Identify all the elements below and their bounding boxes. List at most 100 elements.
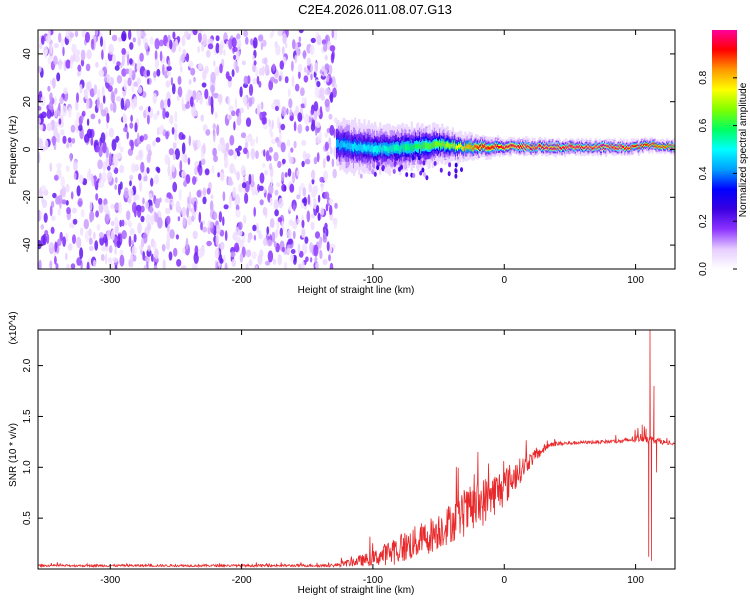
noise-cell [48,243,54,249]
noise-cell [251,251,257,260]
noise-cell [62,46,65,57]
snr-x-tick-label: -100 [363,575,383,586]
noise-cell [177,75,182,85]
noise-cell [324,222,328,230]
noise-cell [116,75,123,84]
noise-cell [211,85,214,98]
noise-cell [306,69,311,76]
noise-cell [85,31,90,43]
noise-cell [156,110,160,116]
noise-cell [60,38,64,48]
noise-cell [284,172,288,178]
noise-cell [119,219,123,228]
noise-cell [152,240,157,250]
noise-cell [71,137,76,144]
noise-cell [199,94,203,105]
noise-cell [111,139,117,151]
noise-cell [48,101,54,111]
noise-cell [90,113,96,120]
noise-cell [41,111,47,119]
noise-cell [243,75,248,85]
noise-cell [173,247,178,257]
noise-cell [298,71,301,80]
noise-cell [206,187,211,195]
noise-cell [322,258,328,266]
track-cell [594,145,597,148]
track-scatter [376,165,380,171]
noise-cell [165,131,169,140]
noise-cell [152,92,157,104]
noise-cell [289,156,294,165]
noise-cell [270,138,276,144]
noise-cell [70,263,76,269]
noise-cell [79,227,84,236]
noise-cell [196,140,201,149]
noise-cell [133,96,137,107]
noise-cell [164,197,170,203]
noise-cell [268,119,272,127]
noise-cell [53,174,59,181]
spectrogram-y-tick-label: 20 [22,96,33,108]
noise-cell [146,114,150,125]
noise-cell [262,162,266,168]
noise-cell [96,97,100,109]
noise-cell [51,136,57,144]
noise-cell [83,133,90,143]
noise-cell [292,39,296,50]
noise-cell [248,173,252,185]
noise-cell [62,236,66,248]
noise-cell [51,215,56,221]
noise-cell [129,122,134,129]
noise-cell [266,226,270,235]
colorbar-tick-label: 0.6 [698,118,709,132]
noise-cell [167,70,171,77]
noise-cell [114,248,117,255]
noise-cell [118,36,122,43]
noise-cell [146,50,150,56]
noise-cell [212,123,216,131]
noise-cell [154,211,157,220]
noise-cell [219,258,224,264]
noise-cell [96,223,101,231]
spectrogram-x-label: Height of straight line (km) [298,285,415,296]
noise-cell [282,158,286,164]
noise-cell [113,167,119,174]
noise-cell [216,124,220,136]
noise-cell [70,191,74,200]
noise-cell [165,207,169,214]
noise-cell [188,191,192,203]
noise-cell [131,245,137,256]
noise-cell [170,77,174,86]
noise-cell [110,103,113,112]
noise-cell [131,102,134,108]
noise-cell [126,54,130,66]
noise-cell [253,234,257,241]
noise-cell [95,30,99,36]
noise-cell [134,63,138,73]
noise-cell [101,49,104,60]
noise-cell [274,209,279,217]
noise-cell [45,139,49,150]
noise-cell [83,218,90,230]
noise-cell [324,98,330,108]
noise-cell [315,262,320,269]
noise-cell [328,198,334,205]
noise-cell [235,209,241,218]
noise-cell [231,258,236,267]
noise-cell [42,233,47,246]
noise-cell [313,244,319,257]
noise-cell [108,245,113,254]
noise-cell [329,45,336,52]
noise-cell [152,140,156,147]
noise-cell [207,226,211,235]
noise-cell [218,43,223,56]
noise-cell [292,221,298,230]
noise-cell [187,157,191,165]
noise-cell [114,87,118,95]
noise-cell [273,151,279,162]
noise-cell [169,114,174,125]
noise-cell [262,123,268,130]
noise-cell [154,248,159,260]
noise-cell [282,33,287,45]
noise-cell [277,253,283,266]
